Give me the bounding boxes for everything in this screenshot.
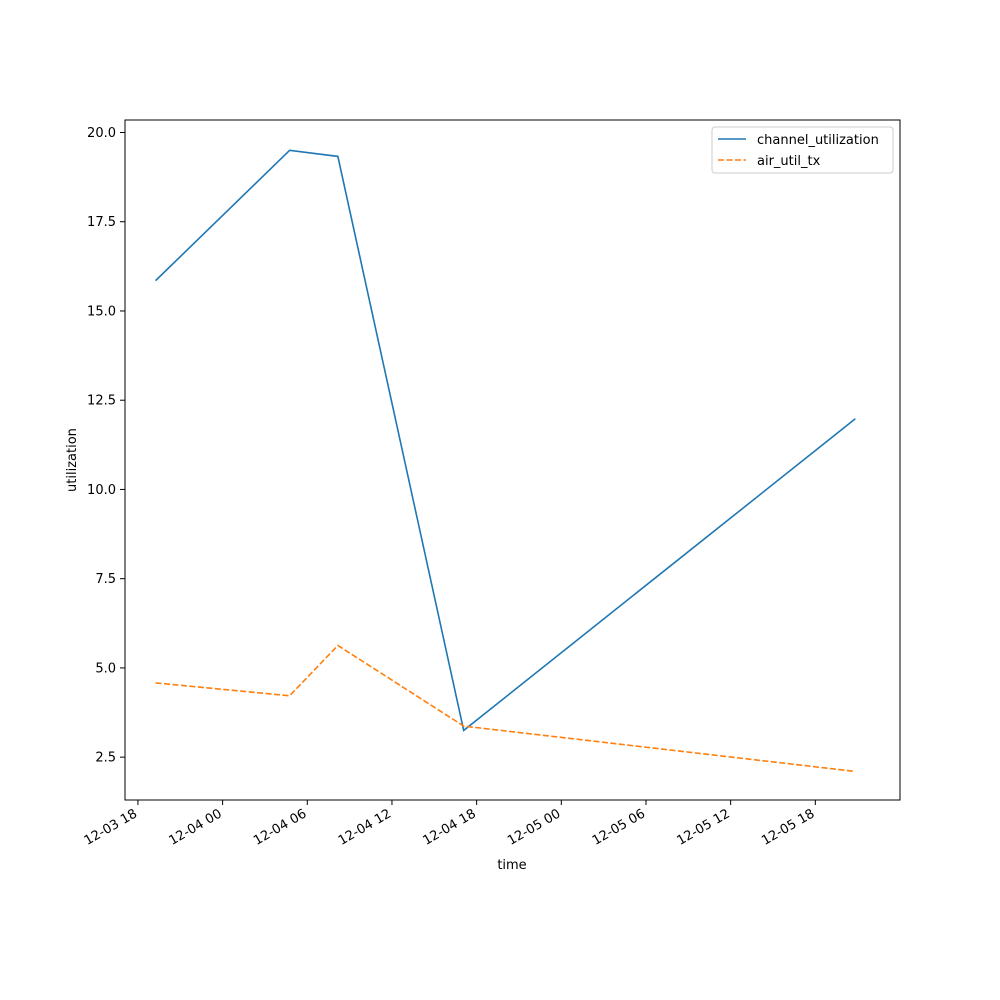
plot-frame	[124, 119, 901, 801]
y-axis-title: utilization	[65, 428, 80, 492]
y-tick-label: 12.5	[87, 394, 116, 409]
legend: channel_utilization air_util_tx	[711, 126, 894, 174]
y-tick-label: 10.0	[87, 483, 116, 498]
plot-area	[125, 120, 900, 800]
legend-box	[711, 126, 894, 174]
y-axis: 2.5 5.0 7.5 10.0 12.5 15.0 17.5 20.0	[87, 126, 125, 766]
y-tick-label: 17.5	[87, 215, 116, 230]
y-tick-label: 5.0	[95, 661, 116, 676]
legend-label: channel_utilization	[757, 133, 879, 148]
series-lines	[155, 149, 856, 773]
y-tick-label: 7.5	[95, 572, 116, 587]
legend-label: air_util_tx	[757, 154, 821, 169]
x-axis-title: time	[497, 858, 526, 873]
y-tick-label: 20.0	[87, 126, 116, 141]
y-tick-label: 2.5	[95, 751, 116, 766]
y-tick-label: 15.0	[87, 304, 116, 319]
